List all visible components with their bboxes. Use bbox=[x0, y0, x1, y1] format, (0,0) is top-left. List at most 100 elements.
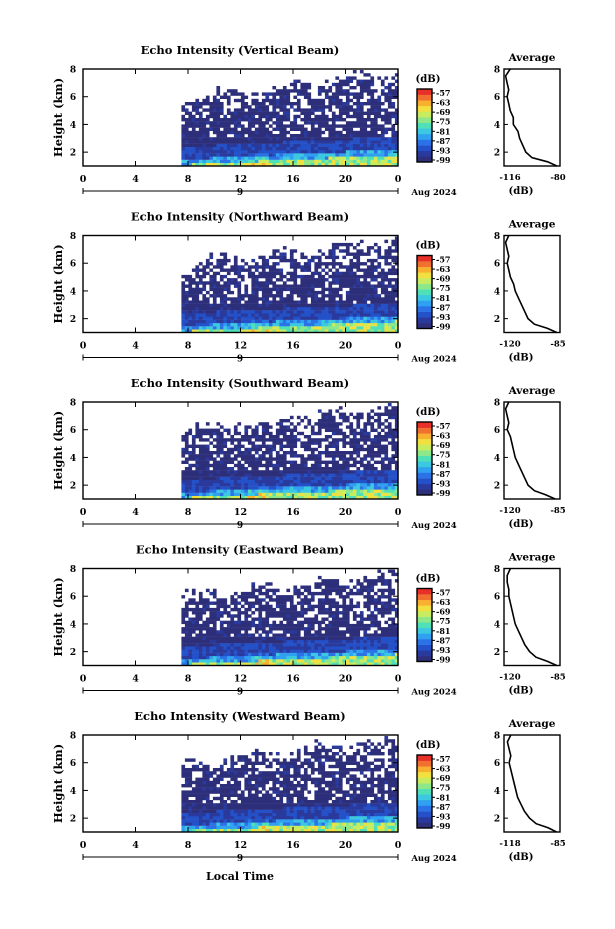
heatmap-cell bbox=[380, 162, 385, 167]
heatmap-cell bbox=[324, 322, 329, 327]
heatmap-cell bbox=[366, 140, 371, 144]
heatmap-cell bbox=[258, 111, 263, 115]
heatmap-cell bbox=[265, 258, 270, 263]
heatmap-cell bbox=[338, 495, 343, 500]
heatmap-cell bbox=[279, 662, 284, 666]
heatmap-cell bbox=[377, 322, 382, 327]
heatmap-cell bbox=[321, 108, 326, 112]
heatmap-cell bbox=[307, 114, 312, 119]
heatmap-cell bbox=[342, 124, 347, 128]
heatmap-cell bbox=[188, 476, 193, 480]
heatmap-cell bbox=[317, 114, 322, 119]
heatmap-cell bbox=[223, 601, 228, 605]
heatmap-cell bbox=[324, 617, 329, 621]
average-frame bbox=[503, 401, 561, 500]
heatmap-cell bbox=[380, 268, 385, 272]
heatmap-cell bbox=[384, 409, 389, 413]
heatmap-cell bbox=[275, 451, 280, 455]
heatmap-cell bbox=[321, 86, 326, 90]
heatmap-cell bbox=[317, 438, 322, 442]
heatmap-cell bbox=[317, 278, 322, 282]
heatmap-cell bbox=[268, 287, 273, 292]
heatmap-cell bbox=[324, 316, 329, 320]
heatmap-cell bbox=[352, 124, 357, 128]
heatmap-cell bbox=[338, 303, 343, 308]
heatmap-cell bbox=[310, 290, 315, 295]
heatmap-cell bbox=[335, 310, 340, 314]
heatmap-cell bbox=[307, 633, 312, 637]
heatmap-cell bbox=[356, 252, 361, 256]
heatmap-cell bbox=[384, 435, 389, 439]
heatmap-cell bbox=[356, 105, 361, 109]
heatmap-cell bbox=[212, 633, 217, 637]
heatmap-cell bbox=[394, 249, 399, 253]
heatmap-cell bbox=[240, 467, 245, 471]
heatmap-cell bbox=[181, 290, 186, 295]
heatmap-cell bbox=[247, 435, 252, 439]
heatmap-cell bbox=[244, 495, 249, 500]
heatmap-cell bbox=[342, 162, 347, 167]
heatmap-cell bbox=[303, 441, 308, 445]
heatmap-cell bbox=[279, 425, 284, 429]
heatmap-cell bbox=[345, 460, 350, 464]
heatmap-cell bbox=[310, 146, 315, 151]
colorbar-swatch bbox=[417, 139, 432, 146]
heatmap-cell bbox=[352, 287, 357, 292]
heatmap-cell bbox=[202, 604, 207, 609]
heatmap-cell bbox=[335, 659, 340, 663]
heatmap-cell bbox=[247, 479, 252, 484]
heatmap-cell bbox=[216, 284, 221, 288]
heatmap-cell bbox=[209, 287, 214, 292]
heatmap-cell bbox=[384, 313, 389, 317]
heatmap-cell bbox=[314, 127, 319, 131]
average-line bbox=[504, 68, 558, 167]
heatmap-cell bbox=[394, 278, 399, 282]
heatmap-cell bbox=[268, 457, 273, 461]
heatmap-cell bbox=[356, 274, 361, 279]
heatmap-cell bbox=[349, 287, 354, 292]
heatmap-cell bbox=[237, 479, 242, 484]
heatmap-cell bbox=[268, 310, 273, 314]
heatmap-cell bbox=[314, 146, 319, 151]
heatmap-cell bbox=[282, 470, 287, 474]
heatmap-cell bbox=[265, 281, 270, 285]
heatmap-cell bbox=[279, 137, 284, 141]
heatmap-cell bbox=[324, 271, 329, 276]
heatmap-cell bbox=[195, 435, 200, 439]
heatmap-cell bbox=[356, 134, 361, 138]
heatmap-cell bbox=[310, 595, 315, 599]
heatmap-cell bbox=[223, 114, 228, 119]
heatmap-cell bbox=[338, 329, 343, 333]
heatmap-cell bbox=[188, 601, 193, 605]
heatmap-cell bbox=[317, 460, 322, 464]
heatmap-cell bbox=[223, 473, 228, 477]
heatmap-cell bbox=[261, 457, 266, 461]
heatmap-cell bbox=[289, 601, 294, 605]
heatmap-cell bbox=[317, 451, 322, 455]
average-title: Average bbox=[508, 219, 556, 231]
heatmap-cell bbox=[317, 108, 322, 112]
heatmap-cell bbox=[380, 118, 385, 122]
heatmap-cell bbox=[384, 150, 389, 154]
heatmap-cell bbox=[300, 153, 305, 157]
heatmap-cell bbox=[370, 463, 375, 468]
heatmap-cell bbox=[345, 92, 350, 96]
heatmap-cell bbox=[191, 435, 196, 439]
heatmap-cell bbox=[226, 630, 231, 634]
heatmap-cell bbox=[349, 92, 354, 96]
heatmap-cell bbox=[303, 585, 308, 589]
heatmap-cell bbox=[314, 102, 319, 106]
heatmap-cell bbox=[258, 287, 263, 292]
heatmap-cell bbox=[268, 659, 273, 663]
heatmap-cell bbox=[233, 310, 238, 314]
heatmap-cell bbox=[377, 249, 382, 253]
heatmap-cell bbox=[251, 633, 256, 637]
heatmap-cell bbox=[328, 162, 333, 167]
heatmap-cell bbox=[296, 79, 301, 83]
heatmap-cell bbox=[219, 636, 224, 641]
heatmap-cell bbox=[261, 300, 266, 304]
heatmap-cell bbox=[240, 476, 245, 480]
heatmap-cell bbox=[317, 143, 322, 147]
heatmap-cell bbox=[205, 649, 210, 653]
heatmap-cell bbox=[349, 124, 354, 128]
